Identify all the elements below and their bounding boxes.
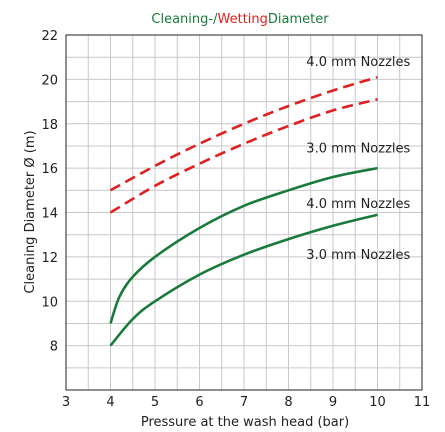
y-tick-label-3: 14 [41, 207, 58, 222]
plot-border [65, 34, 423, 391]
annotation-label-0: 4.0 mm Nozzles [306, 55, 410, 70]
y-tick-label-7: 22 [41, 29, 58, 44]
annotation-label-2: 4.0 mm Nozzles [306, 197, 410, 212]
title-part-1: Wetting [217, 12, 267, 27]
title-part-2: Diameter [268, 12, 329, 27]
x-tick-label-1: 4 [106, 395, 114, 410]
x-tick-label-3: 6 [195, 395, 203, 410]
series-line-cleaning-3 [109, 213, 378, 347]
x-tick-label-7: 10 [369, 395, 386, 410]
x-tick-label-2: 5 [151, 395, 159, 410]
x-tick-label-5: 8 [284, 395, 292, 410]
y-tick-label-2: 12 [41, 251, 58, 266]
y-axis-label: Cleaning Diameter Ø (m) [23, 130, 38, 293]
x-tick-label-4: 7 [240, 395, 248, 410]
y-tick-label-6: 20 [41, 73, 58, 88]
x-axis-label: Pressure at the wash head (bar) [141, 415, 349, 430]
tick-labels: 3 4 5 6 7 8 9 10 11 8 10 12 14 16 18 20 22 [41, 29, 430, 410]
annotations: 4.0 mm Nozzles 3.0 mm Nozzles 4.0 mm Nozzl… [306, 55, 410, 263]
series-line-wetting-1 [109, 98, 378, 214]
series-line-cleaning-2 [109, 166, 378, 324]
annotation-label-3: 3.0 mm Nozzles [306, 248, 410, 263]
series-group [109, 75, 378, 347]
chart-title: Cleaning-/WettingDiameter [151, 12, 329, 27]
grid [65, 34, 423, 391]
x-tick-label-0: 3 [62, 395, 70, 410]
annotation-label-1: 3.0 mm Nozzles [306, 142, 410, 157]
x-tick-label-8: 11 [414, 395, 431, 410]
y-tick-label-0: 8 [50, 340, 58, 355]
y-tick-label-5: 18 [41, 118, 58, 133]
plot-frame [65, 34, 423, 391]
y-tick-label-4: 16 [41, 162, 58, 177]
y-tick-label-1: 10 [41, 295, 58, 310]
title-part-0: Cleaning-/ [151, 12, 218, 27]
series-line-wetting-0 [109, 75, 378, 192]
x-tick-label-6: 9 [329, 395, 337, 410]
